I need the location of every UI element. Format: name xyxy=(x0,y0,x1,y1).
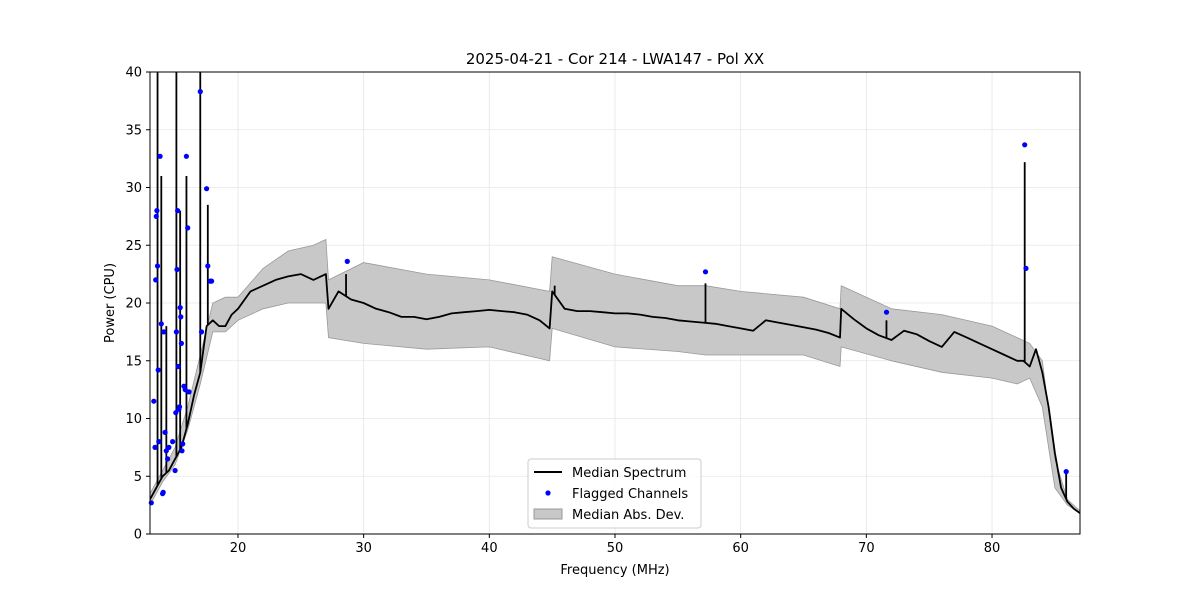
flagged-channel-point xyxy=(166,444,172,450)
flagged-channel-point xyxy=(151,398,157,404)
chart-title: 2025-04-21 - Cor 214 - LWA147 - Pol XX xyxy=(466,50,764,68)
flagged-channel-point xyxy=(173,410,179,416)
legend-mad-label: Median Abs. Dev. xyxy=(572,508,684,523)
y-tick-label: 0 xyxy=(134,528,142,543)
mad-band xyxy=(150,238,1080,514)
flagged-channels-layer xyxy=(148,89,1069,506)
flagged-channel-point xyxy=(1022,142,1028,148)
y-tick-label: 5 xyxy=(134,470,142,485)
y-tick-label: 10 xyxy=(125,412,142,427)
flagged-channel-point xyxy=(209,278,215,284)
flagged-channel-point xyxy=(176,404,183,410)
flagged-channel-point xyxy=(154,263,161,269)
flagged-channel-point xyxy=(173,329,179,335)
legend-flagged-swatch xyxy=(545,490,551,496)
x-tick-label: 40 xyxy=(481,541,498,556)
y-tick-label: 20 xyxy=(125,297,142,312)
x-tick-label: 30 xyxy=(355,541,372,556)
flagged-channel-point xyxy=(179,448,185,454)
y-axis-label: Power (CPU) xyxy=(103,263,118,343)
y-tick-label: 30 xyxy=(125,181,142,196)
flagged-channel-point xyxy=(152,444,158,450)
flagged-channel-point xyxy=(1063,469,1069,475)
flagged-channel-point xyxy=(178,340,184,346)
flagged-channel-point xyxy=(153,277,159,283)
flagged-channel-point xyxy=(204,186,210,192)
y-tick-label: 15 xyxy=(125,354,142,369)
flagged-channel-point xyxy=(175,363,181,370)
flagged-channel-point xyxy=(161,329,167,335)
flagged-channel-point xyxy=(702,269,709,275)
flagged-channel-point xyxy=(148,500,154,506)
flagged-channel-point xyxy=(165,456,171,462)
flagged-channel-point xyxy=(153,213,159,219)
median-spectrum-line xyxy=(150,273,1080,514)
flagged-channel-point xyxy=(177,305,183,311)
y-tick-label: 25 xyxy=(125,239,142,254)
flagged-channel-point xyxy=(1023,265,1029,271)
x-tick-label: 70 xyxy=(858,541,875,556)
x-tick-label: 20 xyxy=(230,541,247,556)
x-tick-label: 50 xyxy=(607,541,624,556)
y-axis-ticks: 0 5 10 15 20 25 30 35 40 xyxy=(125,66,150,543)
flagged-channel-point xyxy=(162,429,168,435)
flagged-channel-point xyxy=(198,329,205,335)
flagged-channel-point xyxy=(183,153,189,159)
flagged-channel-point xyxy=(157,153,163,159)
flagged-channel-point xyxy=(186,389,192,395)
legend-flagged-label: Flagged Channels xyxy=(572,487,688,502)
flagged-channel-point xyxy=(178,314,184,320)
flagged-channel-point xyxy=(205,263,211,269)
legend-box xyxy=(527,458,702,529)
flagged-channel-point xyxy=(344,258,350,264)
flagged-channel-point xyxy=(185,225,191,231)
mad-band-layer xyxy=(150,238,1080,514)
flagged-channel-point xyxy=(883,309,890,315)
flagged-channel-point xyxy=(197,89,203,95)
x-axis-label: Frequency (MHz) xyxy=(560,563,669,578)
flagged-channel-point xyxy=(160,489,166,495)
legend-mad-swatch xyxy=(533,508,563,520)
flagged-channel-point xyxy=(172,467,178,474)
x-tick-label: 80 xyxy=(984,541,1001,556)
flagged-channel-point xyxy=(170,439,176,445)
flagged-channel-point xyxy=(154,208,160,214)
flagged-channel-point xyxy=(174,266,180,273)
x-axis-ticks: 20 30 40 50 60 70 80 xyxy=(230,534,1001,556)
flagged-channel-point xyxy=(158,321,164,327)
flagged-channel-point xyxy=(156,439,162,445)
legend-median-label: Median Spectrum xyxy=(572,466,686,481)
median-spectrum-layer xyxy=(150,72,1080,514)
flagged-channel-point xyxy=(175,208,181,214)
legend: Median Spectrum Flagged Channels Median … xyxy=(527,458,702,529)
flagged-channel-point xyxy=(182,387,188,393)
y-tick-label: 40 xyxy=(125,66,142,81)
flagged-channel-point xyxy=(155,367,161,373)
x-tick-label: 60 xyxy=(732,541,749,556)
y-tick-label: 35 xyxy=(125,123,142,138)
flagged-channel-point xyxy=(180,441,186,447)
